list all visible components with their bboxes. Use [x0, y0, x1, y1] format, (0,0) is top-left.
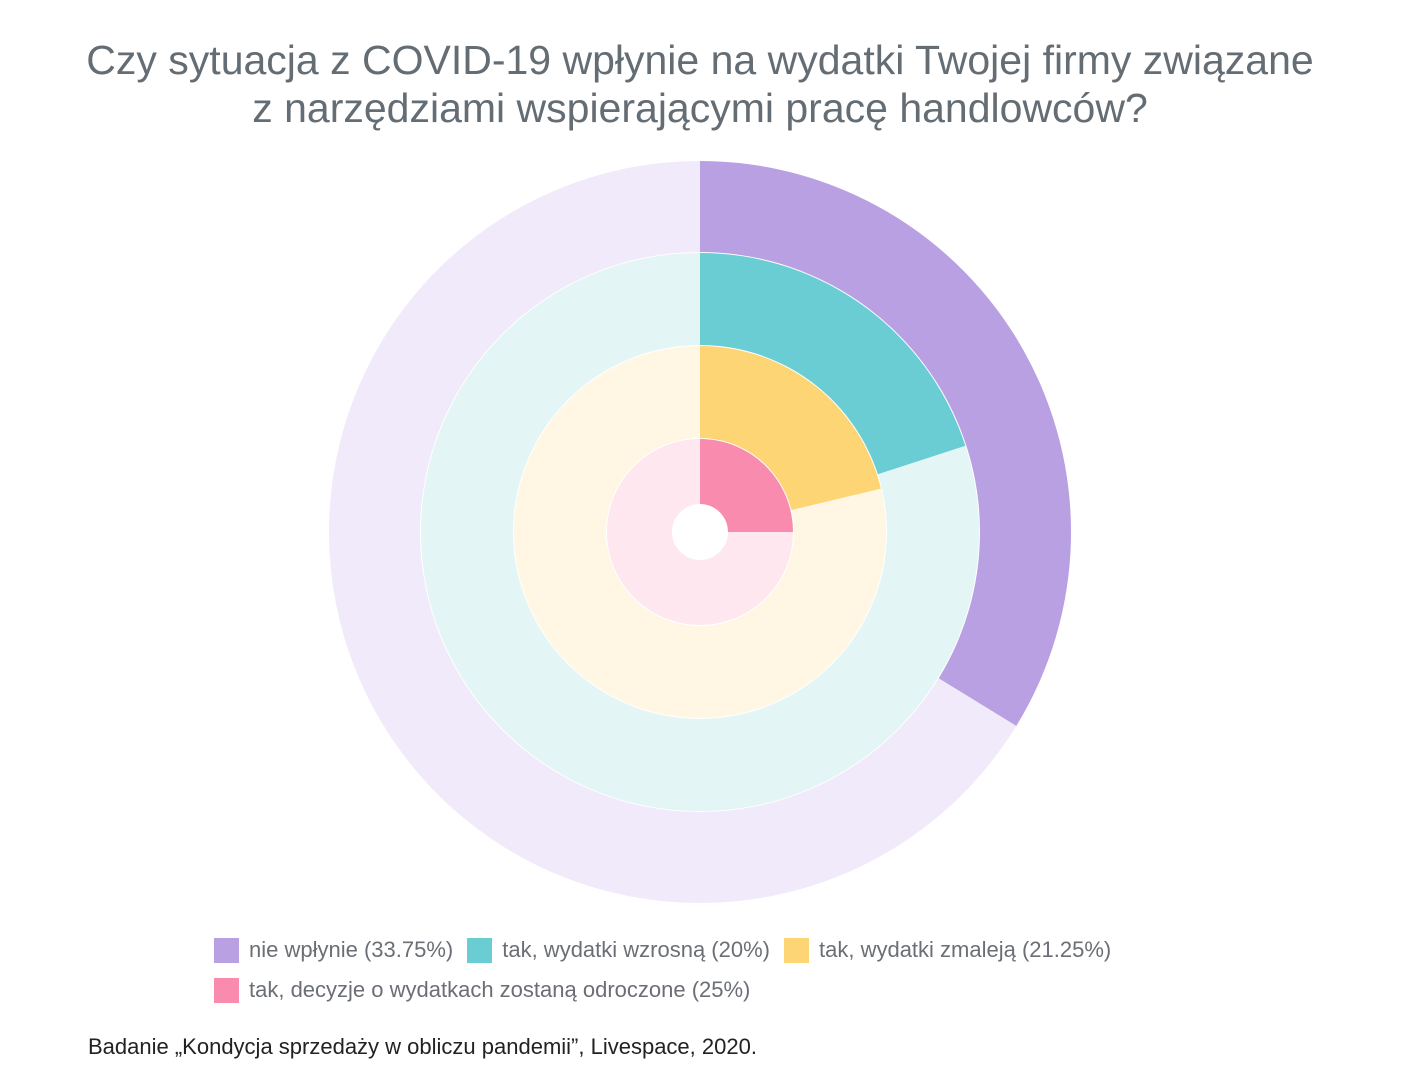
legend-swatch-nie-wplynie — [214, 937, 239, 963]
legend-item-wydatki-zmaleja[interactable]: tak, wydatki zmaleją (21.25%) — [784, 937, 1111, 963]
legend-item-decyzje-odroczone[interactable]: tak, decyzje o wydatkach zostaną odroczo… — [214, 977, 750, 1003]
ring-bar-decyzje-odroczone[interactable] — [700, 439, 793, 532]
legend-swatch-decyzje-odroczone — [214, 977, 239, 1003]
legend-swatch-wydatki-wzrosna — [467, 937, 493, 963]
chart-legend: nie wpłynie (33.75%) tak, wydatki wzrosn… — [214, 930, 1314, 1010]
legend-item-wydatki-wzrosna[interactable]: tak, wydatki wzrosną (20%) — [467, 937, 770, 963]
legend-label-wydatki-wzrosna: tak, wydatki wzrosną (20%) — [502, 937, 770, 962]
ring-bar-nie-wplynie[interactable] — [700, 161, 1071, 726]
chart-title-line-2: z narzędziami wspierającymi pracę handlo… — [252, 85, 1148, 131]
legend-item-nie-wplynie[interactable]: nie wpłynie (33.75%) — [214, 937, 453, 963]
legend-label-nie-wplynie: nie wpłynie (33.75%) — [249, 937, 454, 962]
legend-row-2: tak, decyzje o wydatkach zostaną odroczo… — [214, 970, 1314, 1010]
chart-title-line-1: Czy sytuacja z COVID-19 wpłynie na wydat… — [86, 37, 1314, 83]
legend-row-1: nie wpłynie (33.75%) tak, wydatki wzrosn… — [214, 930, 1314, 970]
source-note: Badanie „Kondycja sprzedaży w obliczu pa… — [88, 1034, 757, 1059]
ring-bar-wydatki-zmaleja[interactable] — [700, 346, 881, 511]
legend-label-wydatki-zmaleja: tak, wydatki zmaleją (21.25%) — [819, 937, 1112, 962]
chart-title: Czy sytuacja z COVID-19 wpłynie na wydat… — [0, 36, 1400, 132]
ring-bar-wydatki-wzrosna[interactable] — [700, 253, 966, 475]
legend-swatch-wydatki-zmaleja — [784, 937, 809, 963]
legend-label-decyzje-odroczone: tak, decyzje o wydatkach zostaną odroczo… — [249, 977, 751, 1002]
